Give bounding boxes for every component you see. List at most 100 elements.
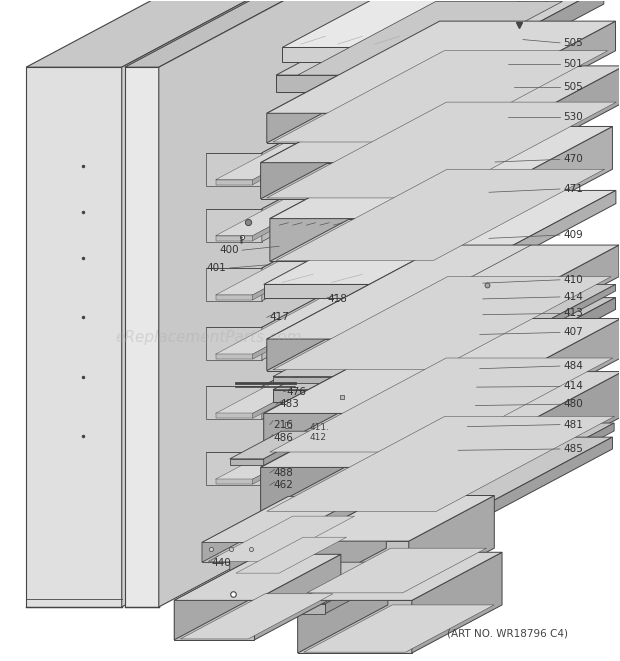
Polygon shape [262, 327, 373, 419]
Polygon shape [174, 600, 254, 640]
Polygon shape [267, 102, 616, 198]
Polygon shape [282, 48, 433, 62]
Polygon shape [270, 126, 613, 219]
Polygon shape [270, 437, 613, 529]
Polygon shape [440, 126, 613, 261]
Polygon shape [202, 496, 288, 563]
Polygon shape [252, 237, 362, 300]
Polygon shape [208, 516, 355, 561]
Text: 216: 216 [273, 420, 293, 430]
Polygon shape [264, 190, 616, 284]
Polygon shape [276, 169, 604, 260]
Polygon shape [267, 113, 443, 143]
Polygon shape [262, 209, 373, 301]
Polygon shape [433, 0, 589, 62]
Polygon shape [443, 297, 616, 402]
Polygon shape [230, 521, 355, 558]
Polygon shape [443, 284, 616, 383]
Polygon shape [264, 413, 443, 453]
Polygon shape [270, 219, 440, 261]
Polygon shape [216, 413, 252, 418]
Polygon shape [216, 236, 252, 241]
Polygon shape [282, 0, 589, 48]
Polygon shape [216, 177, 362, 236]
Polygon shape [206, 452, 262, 485]
Polygon shape [180, 594, 333, 639]
Polygon shape [125, 67, 159, 607]
Polygon shape [216, 421, 362, 479]
Polygon shape [216, 296, 362, 354]
Polygon shape [267, 245, 443, 371]
Text: 480: 480 [563, 399, 583, 409]
Polygon shape [260, 467, 443, 512]
Polygon shape [301, 496, 386, 594]
Text: 488: 488 [273, 468, 293, 478]
Polygon shape [273, 277, 611, 369]
Polygon shape [236, 537, 347, 573]
Polygon shape [443, 245, 619, 371]
Polygon shape [285, 521, 355, 574]
Polygon shape [443, 66, 620, 199]
Polygon shape [26, 0, 393, 67]
Text: 505: 505 [563, 38, 583, 48]
Polygon shape [216, 180, 252, 184]
Polygon shape [273, 51, 608, 142]
Text: 410: 410 [563, 275, 583, 285]
Polygon shape [298, 553, 388, 653]
Polygon shape [262, 94, 373, 186]
Polygon shape [298, 1, 562, 75]
Polygon shape [270, 529, 440, 541]
Text: 486: 486 [273, 433, 293, 443]
Polygon shape [276, 496, 363, 563]
Polygon shape [125, 0, 430, 67]
Polygon shape [267, 516, 440, 524]
Polygon shape [267, 21, 616, 113]
Polygon shape [440, 0, 604, 92]
Polygon shape [301, 541, 409, 594]
Polygon shape [260, 371, 620, 467]
Polygon shape [273, 390, 443, 402]
Text: 476: 476 [286, 387, 306, 397]
Polygon shape [252, 177, 362, 241]
Polygon shape [267, 21, 440, 143]
Polygon shape [298, 600, 412, 653]
Polygon shape [202, 543, 276, 563]
Polygon shape [273, 284, 616, 377]
Polygon shape [159, 0, 430, 607]
Text: 401: 401 [207, 263, 227, 273]
Polygon shape [267, 416, 614, 511]
Text: 501: 501 [563, 59, 583, 69]
Polygon shape [262, 149, 373, 242]
Polygon shape [270, 358, 613, 452]
Polygon shape [252, 296, 362, 359]
Text: 407: 407 [563, 327, 583, 338]
Polygon shape [26, 67, 122, 607]
Polygon shape [206, 327, 262, 360]
Polygon shape [206, 209, 262, 242]
Polygon shape [298, 553, 502, 600]
Polygon shape [260, 163, 443, 199]
Polygon shape [267, 339, 443, 371]
Text: 484: 484 [563, 361, 583, 371]
Polygon shape [443, 319, 620, 453]
Polygon shape [216, 355, 362, 413]
Polygon shape [440, 423, 614, 524]
Text: eReplacementParts.com: eReplacementParts.com [115, 330, 301, 344]
Text: 412: 412 [310, 433, 327, 442]
Polygon shape [252, 421, 362, 485]
Text: 418: 418 [327, 294, 347, 304]
Polygon shape [206, 153, 262, 186]
Polygon shape [304, 605, 494, 652]
Text: 417: 417 [270, 313, 290, 323]
Polygon shape [264, 284, 440, 297]
Text: 462: 462 [273, 480, 293, 490]
Polygon shape [206, 268, 262, 301]
Text: 485: 485 [563, 444, 583, 454]
Text: 470: 470 [563, 155, 583, 165]
Polygon shape [264, 431, 316, 465]
Polygon shape [216, 122, 362, 180]
Text: 440: 440 [211, 558, 231, 568]
Polygon shape [264, 319, 620, 413]
Polygon shape [216, 479, 252, 485]
Polygon shape [174, 555, 260, 640]
